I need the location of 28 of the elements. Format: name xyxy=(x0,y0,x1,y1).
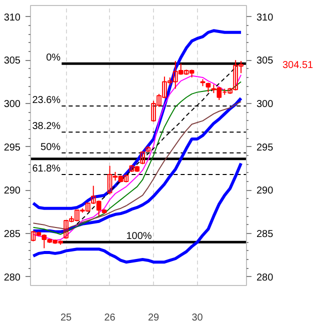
x-tick-label: 26 xyxy=(104,312,116,324)
y-tick-label: 280 xyxy=(4,272,21,284)
annotation: 50% xyxy=(40,142,61,153)
text: 304.51 xyxy=(282,60,314,71)
y-tick-label: 285 xyxy=(4,228,21,240)
annotation: 61.8% xyxy=(32,164,61,175)
y2-tick-label: 300 xyxy=(256,98,274,110)
y-tick-label: 300 xyxy=(4,98,21,110)
y-tick-label: 305 xyxy=(4,56,21,67)
y2-tick-label: 285 xyxy=(256,228,274,240)
x-tick-label: 30 xyxy=(192,312,204,324)
candlestick xyxy=(206,82,211,93)
y2-tick-label: 310 xyxy=(256,12,274,24)
y2-tick-label: 295 xyxy=(256,142,274,154)
y2-tick-label: 280 xyxy=(256,272,274,284)
y-tick-label: 310 xyxy=(4,12,21,24)
annotation: 38.2% xyxy=(32,121,61,132)
y2-tick-label: 290 xyxy=(256,186,274,197)
annotation: 0% xyxy=(46,52,61,64)
annotation: 100% xyxy=(126,231,152,242)
candlestick xyxy=(140,152,146,165)
y-tick-label: 290 xyxy=(4,186,21,197)
x-tick-label: 25 xyxy=(60,312,72,324)
x-tick-label: 29 xyxy=(148,312,160,324)
line-series xyxy=(32,162,243,264)
y2-tick-label: 305 xyxy=(256,56,274,67)
y-tick-label: 295 xyxy=(4,142,21,154)
annotation: 23.6% xyxy=(32,95,61,106)
